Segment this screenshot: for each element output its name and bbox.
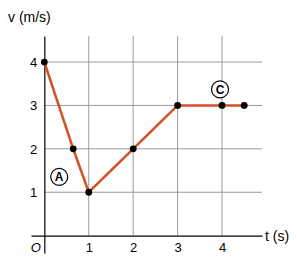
grid-line — [222, 36, 223, 236]
grid-line — [44, 192, 262, 193]
grid — [44, 36, 262, 236]
data-point — [130, 145, 137, 152]
chart: O12341234v (m/s)t (s)AC — [0, 0, 297, 270]
x-tick: 4 — [219, 236, 226, 255]
annotation-label: C — [216, 83, 225, 97]
annotation-circle — [212, 81, 229, 98]
x-tick: 2 — [130, 236, 137, 255]
y-axis-line — [44, 37, 45, 254]
x-axis: O 1 2 3 4 — [31, 236, 263, 255]
data-point — [241, 102, 248, 109]
x-tick-label: 3 — [174, 240, 181, 255]
plot-area — [41, 59, 248, 196]
y-axis-title: v (m/s) — [8, 9, 51, 25]
x-tick-label: 2 — [130, 240, 137, 255]
data-point — [85, 189, 92, 196]
x-axis-title: t (s) — [265, 228, 289, 244]
x-tick: 3 — [174, 236, 181, 255]
x-tick-label: O — [31, 240, 41, 255]
y-axis: 1 2 3 4 — [30, 37, 45, 254]
annotation-circle — [51, 168, 68, 185]
grid-line — [88, 36, 89, 236]
x-tick-label: 4 — [219, 240, 226, 255]
grid-line — [44, 148, 262, 149]
grid-line — [177, 36, 178, 236]
x-tick-label: 1 — [86, 240, 93, 255]
data-point — [174, 102, 181, 109]
y-tick-label: 3 — [30, 98, 37, 113]
y-tick: 3 — [30, 98, 44, 113]
data-point — [219, 102, 226, 109]
y-tick: 2 — [30, 142, 44, 157]
y-tick-label: 1 — [30, 185, 37, 200]
x-tick: 1 — [86, 236, 93, 255]
series-line — [44, 62, 244, 192]
y-tick-label: 2 — [30, 142, 37, 157]
annotation-label: A — [55, 170, 64, 184]
grid-line — [44, 62, 262, 63]
x-axis-line — [32, 236, 263, 237]
annotations: AC — [51, 81, 229, 185]
data-point — [41, 59, 48, 66]
grid-line — [133, 36, 134, 236]
y-tick-label: 4 — [30, 55, 37, 70]
x-tick: O — [31, 236, 45, 255]
y-tick: 1 — [30, 185, 44, 200]
data-point — [70, 145, 77, 152]
